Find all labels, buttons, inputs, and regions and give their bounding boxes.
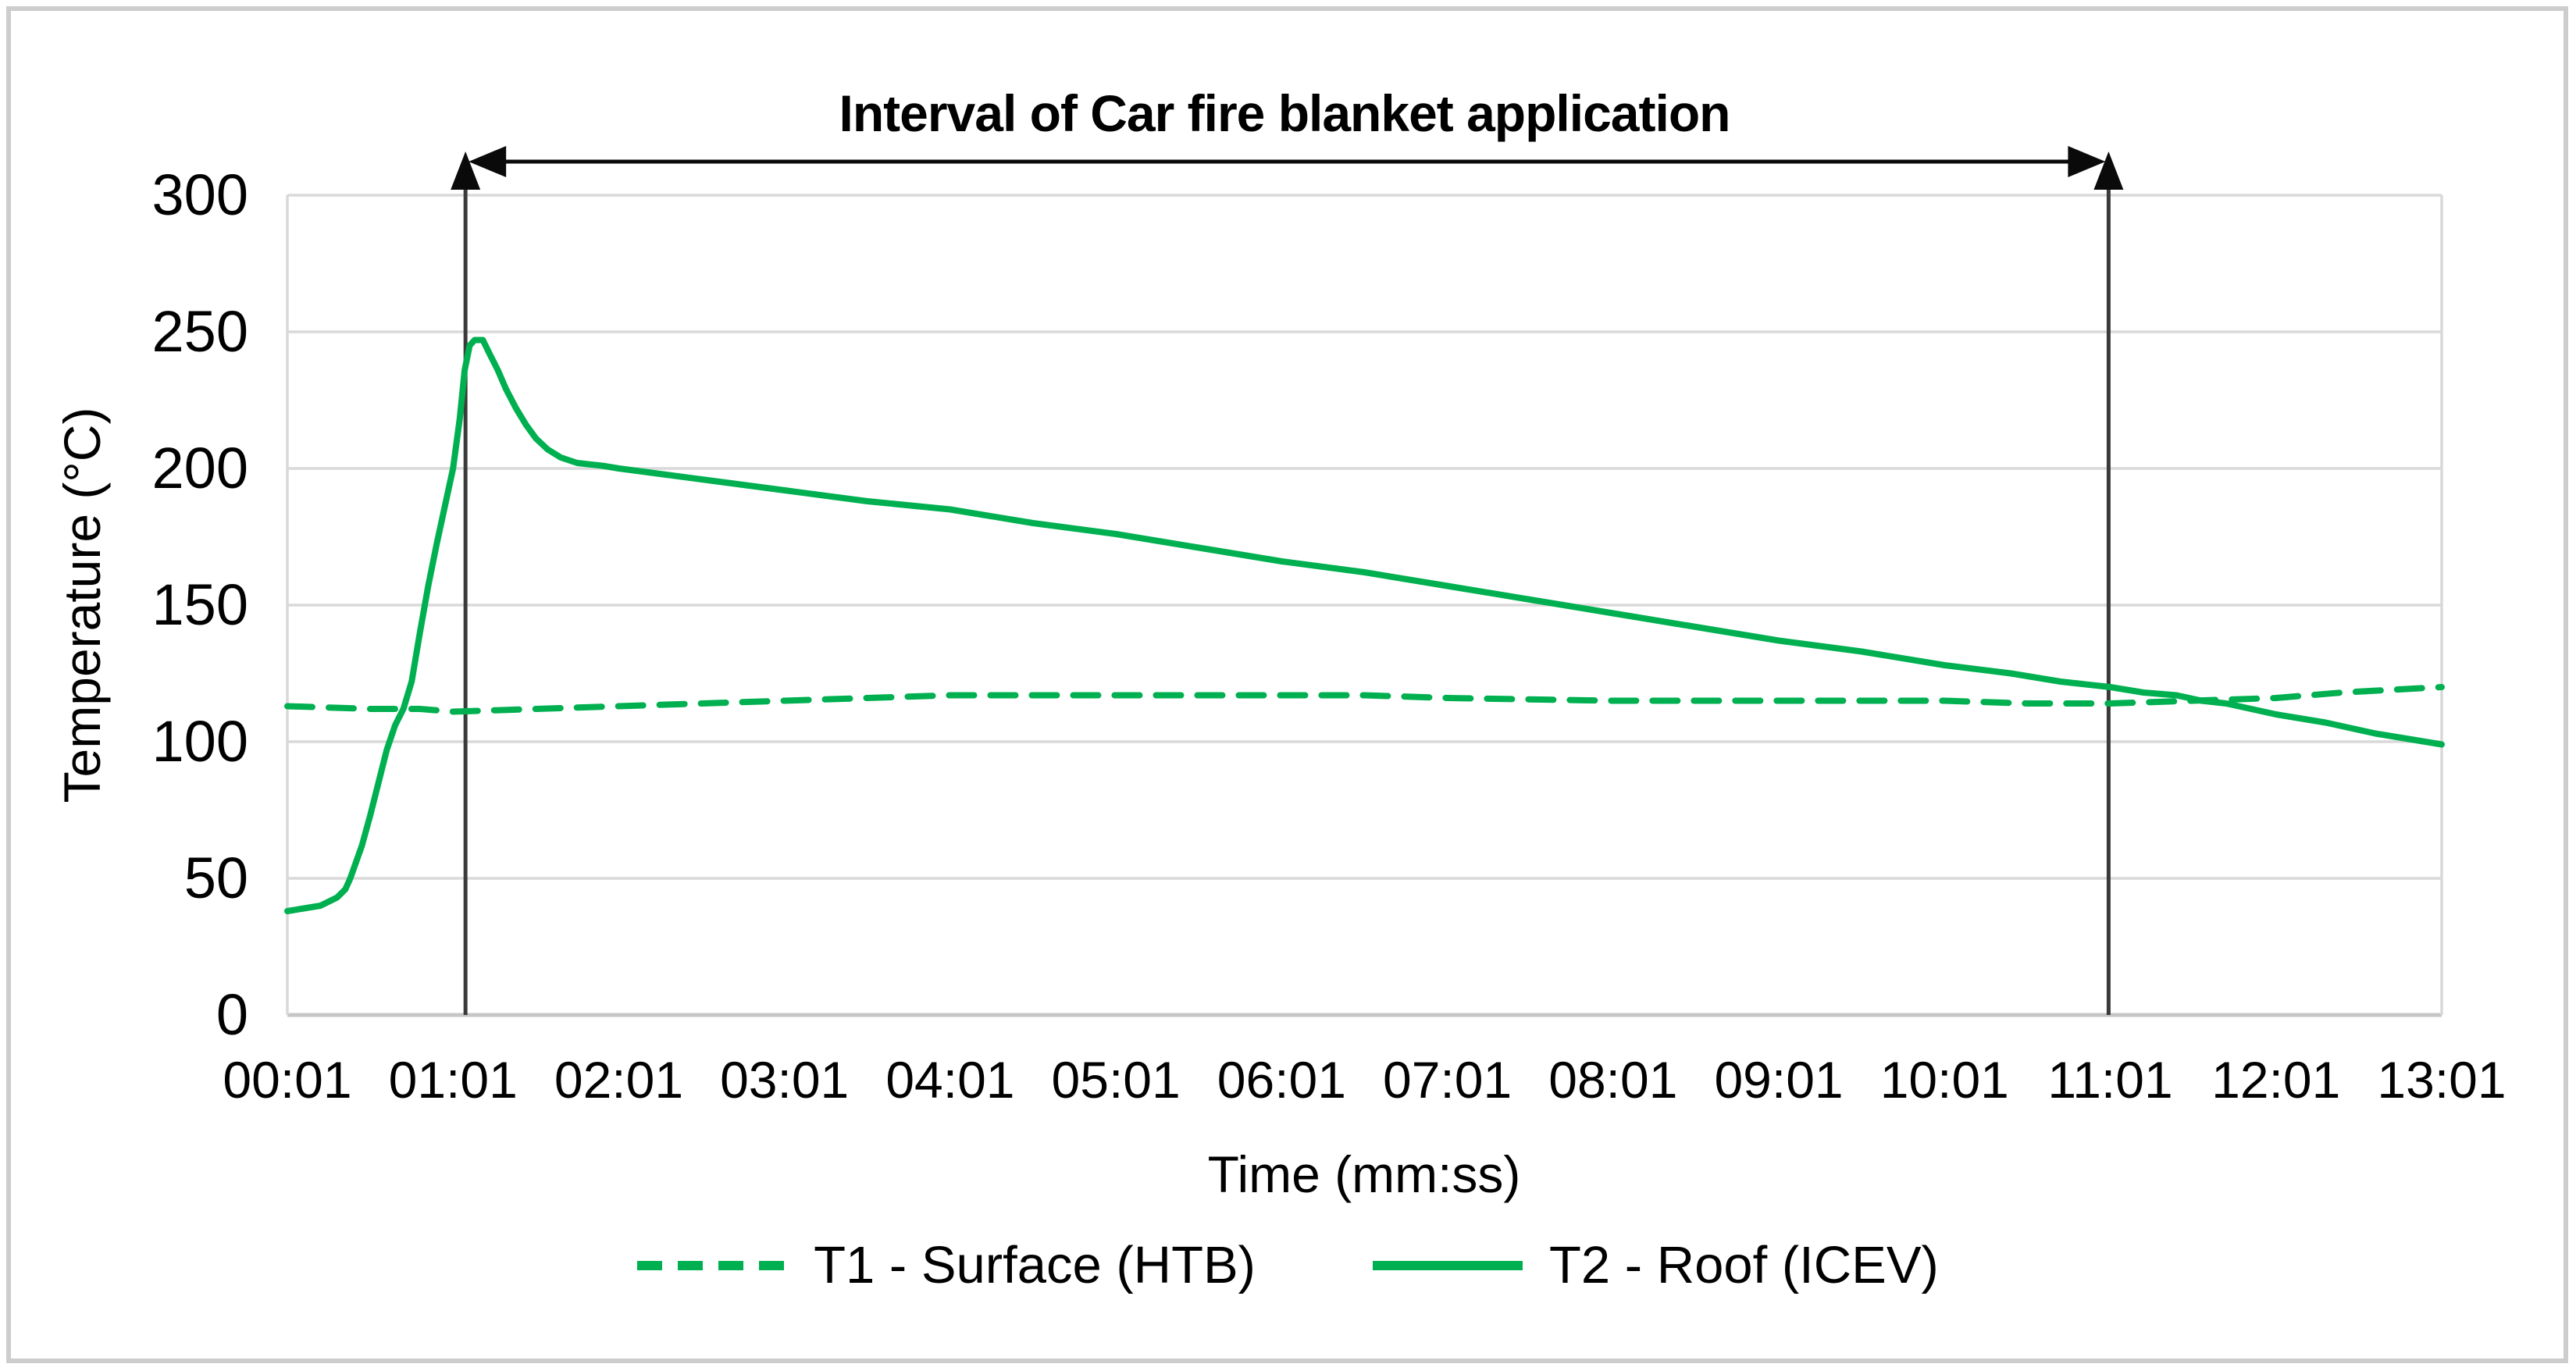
y-tick-label-50: 50 [183,846,248,910]
x-tick-label-03-01: 03:01 [720,1051,850,1109]
x-tick-label-06-01: 06:01 [1217,1051,1346,1109]
y-tick-label-250: 250 [151,299,248,364]
x-tick-label-01-01: 01:01 [388,1051,518,1109]
marker-up-arrowhead-end [2093,151,2124,190]
x-tick-label-05-01: 05:01 [1051,1051,1181,1109]
legend-item-t1: T1 - Surface (HTB) [637,1232,1256,1299]
legend-label-t2: T2 - Roof (ICEV) [1549,1236,1939,1294]
x-tick-label-07-01: 07:01 [1383,1051,1512,1109]
y-tick-label-100: 100 [151,709,248,774]
interval-arrowhead-right [2068,146,2106,177]
interval-arrowhead-left [469,146,507,177]
x-tick-label-09-01: 09:01 [1714,1051,1844,1109]
x-tick-label-12-01: 12:01 [2211,1051,2341,1109]
x-axis-title: Time (mm:ss) [1207,1145,1521,1203]
y-tick-label-150: 150 [151,572,248,637]
x-tick-label-08-01: 08:01 [1548,1051,1678,1109]
x-tick-label-02-01: 02:01 [554,1051,684,1109]
legend-item-t2: T2 - Roof (ICEV) [1373,1232,1939,1299]
x-tick-label-10-01: 10:01 [1879,1051,2009,1109]
interval-annotation-label: Interval of Car fire blanket application [839,84,1731,142]
x-tick-label-00-01: 00:01 [223,1051,352,1109]
x-tick-label-13-01: 13:01 [2377,1051,2507,1109]
legend-label-t1: T1 - Surface (HTB) [814,1236,1256,1294]
chart-legend: T1 - Surface (HTB) T2 - Roof (ICEV) [0,1232,2576,1299]
y-tick-label-200: 200 [151,436,248,500]
x-tick-label-04-01: 04:01 [885,1051,1015,1109]
figure-border [6,6,2568,1363]
x-tick-label-11-01: 11:01 [2047,1051,2173,1109]
y-tick-label-300: 300 [151,162,248,227]
y-tick-label-0: 0 [216,982,248,1047]
marker-up-arrowhead-start [451,151,481,190]
series-line-t2-roof [284,337,2445,914]
legend-dashed-line-swatch [637,1261,788,1270]
legend-solid-line-swatch [1373,1261,1523,1270]
